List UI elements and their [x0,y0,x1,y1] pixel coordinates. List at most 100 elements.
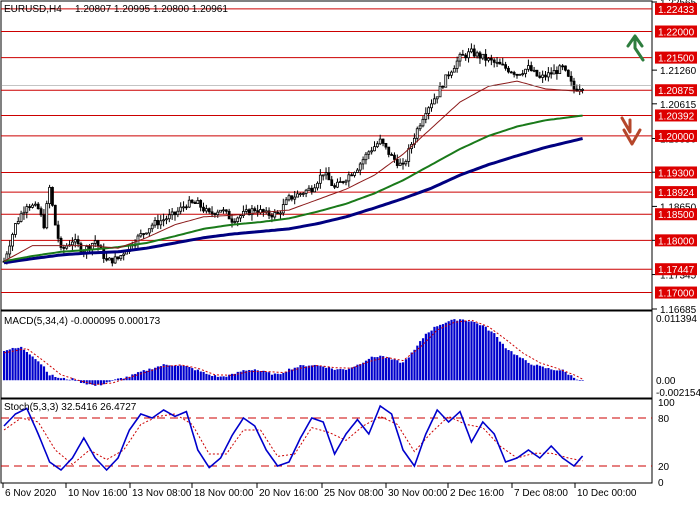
candle-body [501,63,505,66]
macd-histogram-bar [313,364,316,381]
candle-body [179,206,183,212]
candle-body [310,187,314,193]
candle-body [293,196,297,200]
macd-histogram-bar [125,376,128,381]
macd-histogram-bar [450,319,453,381]
macd-histogram-bar [535,364,539,381]
candle-body [270,215,274,218]
candle-body [444,74,448,88]
candle-body [507,67,510,73]
time-tick-label: 2 Dec 16:00 [450,488,504,499]
level-label: 1.20392 [658,111,695,122]
macd-histogram-bar [159,366,162,381]
candle-body [13,223,17,235]
candle-body [53,204,57,226]
macd-histogram-bar [513,354,516,381]
candle-body [427,107,431,114]
macd-histogram-bar [228,374,231,381]
candle-body [552,70,556,75]
macd-histogram-bar [544,368,547,381]
candle-body [566,69,570,77]
stoch-panel-frame [0,398,653,484]
macd-histogram-bar [564,371,567,381]
candle-body [147,228,151,234]
macd-histogram-bar [419,341,422,381]
candle-body [279,212,282,215]
candle-body [546,72,550,78]
level-label: 1.22433 [658,5,695,16]
macd-histogram-bar [236,371,239,381]
level-label-bg [655,129,697,142]
level-label: 1.17447 [658,265,695,276]
candle-body [207,208,211,213]
macd-histogram-bar [34,359,37,381]
level-label-bg [655,263,697,276]
candle-body [441,85,445,88]
macd-histogram-bar [250,370,254,381]
candle-body [62,247,66,249]
candle-body [529,65,533,72]
macd-histogram-bar [436,326,439,381]
macd-histogram-bar [470,321,473,381]
candle-body [324,172,328,176]
macd-histogram-bar [487,330,490,381]
macd-histogram-bar [330,368,333,381]
candle-body [421,118,425,127]
macd-histogram-bar [225,376,228,381]
macd-histogram-bar [28,354,31,381]
candle-body [367,151,371,155]
candle-body [572,80,576,90]
candle-body [318,174,322,184]
macd-histogram-bar [464,320,467,381]
candle-body [452,68,456,73]
macd-histogram-bar [399,362,402,381]
macd-histogram-bar [359,364,362,381]
candle-body [190,199,194,203]
candle-body [42,214,46,229]
time-tick-label: 25 Nov 08:00 [324,488,384,499]
macd-histogram-bar [322,366,325,381]
candle-body [170,211,174,216]
candle-body [19,213,23,222]
macd-histogram-bar [71,378,74,381]
macd-histogram-bar [60,378,63,381]
candle-body [447,74,451,77]
macd-histogram-bar [319,365,322,381]
candle-body [561,65,564,68]
candle-body [375,143,379,148]
candle-body [521,73,525,76]
macd-histogram-bar [97,380,100,385]
macd-histogram-bar [350,367,353,381]
macd-histogram-bar [154,367,157,381]
macd-histogram-bar [345,369,348,381]
candle-body [327,172,331,181]
price-tick-label: 1.18650 [660,202,697,213]
level-label: 1.18924 [658,188,695,199]
level-label-bg [655,109,697,122]
macd-histogram-bar [105,380,108,383]
candle-body [378,138,382,145]
macd-histogram-bar [439,324,442,381]
candle-body [105,258,108,261]
candle-body [253,208,257,212]
stoch-tick-label: 100 [658,398,675,409]
candle-body [110,257,114,264]
macd-histogram-bar [467,321,470,381]
candle-body [395,159,399,166]
candle-body [344,180,348,183]
candle-body [122,253,126,256]
candle-body [239,215,242,219]
candle-body [301,193,305,195]
macd-histogram-bar [498,341,502,381]
level-label-bg [655,208,697,221]
macd-histogram-bar [325,367,328,381]
macd-histogram-bar [14,348,17,381]
level-label: 1.20875 [658,86,695,97]
macd-histogram-bar [42,366,46,381]
macd-histogram-bar [199,371,202,381]
macd-histogram-bar [316,365,319,381]
candle-body [233,221,237,223]
candle-body [56,224,60,239]
candle-body [544,74,547,78]
macd-histogram-bar [256,370,259,381]
